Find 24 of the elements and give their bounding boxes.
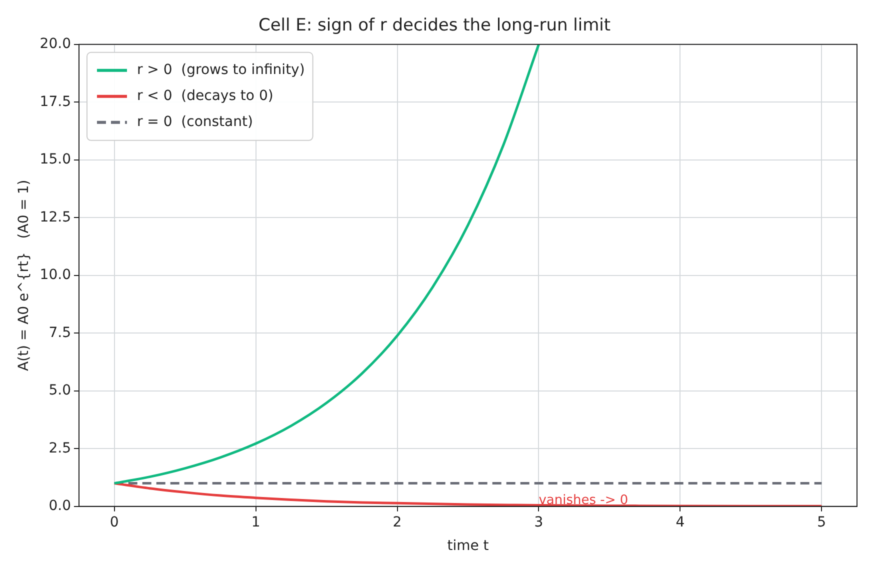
y-tick-label: 2.5	[48, 440, 71, 456]
legend-label: r < 0 (decays to 0)	[136, 88, 274, 104]
legend-label: r = 0 (constant)	[136, 114, 253, 130]
y-tick-label: 17.5	[40, 94, 71, 110]
y-tick-label: 7.5	[48, 324, 71, 341]
legend-label: r > 0 (grows to infinity)	[136, 62, 305, 78]
x-tick-label: 4	[676, 514, 685, 530]
x-tick-label: 0	[110, 514, 119, 530]
line-series	[113, 482, 823, 506]
y-tick-label: 0.0	[48, 498, 71, 514]
chart-title: Cell E: sign of r decides the long-run limit	[258, 16, 611, 36]
x-tick-label: 2	[392, 514, 402, 530]
y-tick-label: 15.0	[40, 152, 71, 168]
line-series	[113, 44, 540, 485]
y-tick-label: 10.0	[40, 267, 71, 284]
annotation: vanishes -> 0	[538, 493, 628, 508]
x-tick-label: 3	[534, 514, 544, 530]
x-tick-label: 5	[817, 514, 826, 530]
y-tick-label: 12.5	[40, 209, 71, 226]
y-axis-title: A(t) = A0 e^{rt} (A0 = 1)	[16, 180, 32, 372]
x-tick-label: 1	[251, 514, 260, 530]
y-tick-label: 5.0	[48, 382, 71, 399]
x-axis-title: time t	[447, 538, 490, 554]
y-tick-label: 20.0	[40, 36, 71, 52]
